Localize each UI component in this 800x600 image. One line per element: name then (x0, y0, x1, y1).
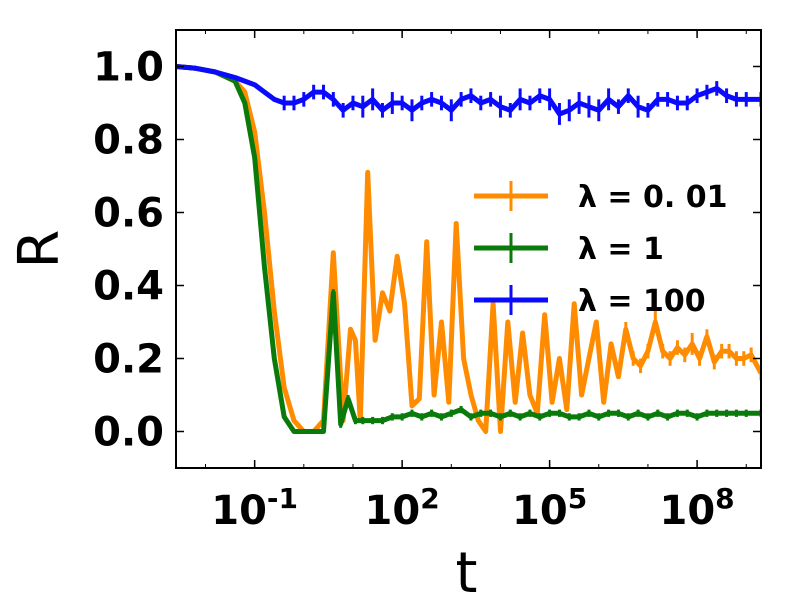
x-tick-label: 108 (660, 482, 735, 534)
series-line (176, 64, 761, 434)
legend-label: λ = 0. 01 (578, 180, 727, 215)
series-line (176, 64, 761, 117)
series-3 (176, 64, 761, 125)
legend-item: λ = 0. 01 (474, 180, 727, 215)
x-tick-label: 105 (512, 482, 587, 534)
y-axis-label: R (7, 230, 72, 269)
x-tick-label: 102 (365, 482, 440, 534)
legend-label: λ = 1 (578, 232, 664, 267)
y-tick-label: 0.6 (93, 191, 164, 237)
plot-frame (175, 29, 762, 469)
legend-item: λ = 1 (474, 232, 664, 267)
legend: λ = 0. 01 λ = 1 λ = 100 (474, 180, 727, 319)
ticks-layer: 0.0 0.2 0.4 0.6 0.8 1.0 10-1 102 105 108 (93, 30, 761, 534)
y-tick-label: 0.0 (93, 410, 164, 456)
x-axis-label: t (456, 541, 478, 600)
series-layer (176, 64, 761, 434)
legend-item: λ = 100 (474, 284, 706, 319)
x-tick-label: 10-1 (211, 482, 298, 534)
y-tick-label: 0.4 (93, 264, 164, 310)
y-tick-label: 1.0 (93, 45, 164, 91)
y-tick-label: 0.2 (93, 337, 164, 383)
y-tick-label: 0.8 (93, 118, 164, 164)
series-2 (176, 64, 761, 434)
legend-label: λ = 100 (578, 284, 706, 319)
